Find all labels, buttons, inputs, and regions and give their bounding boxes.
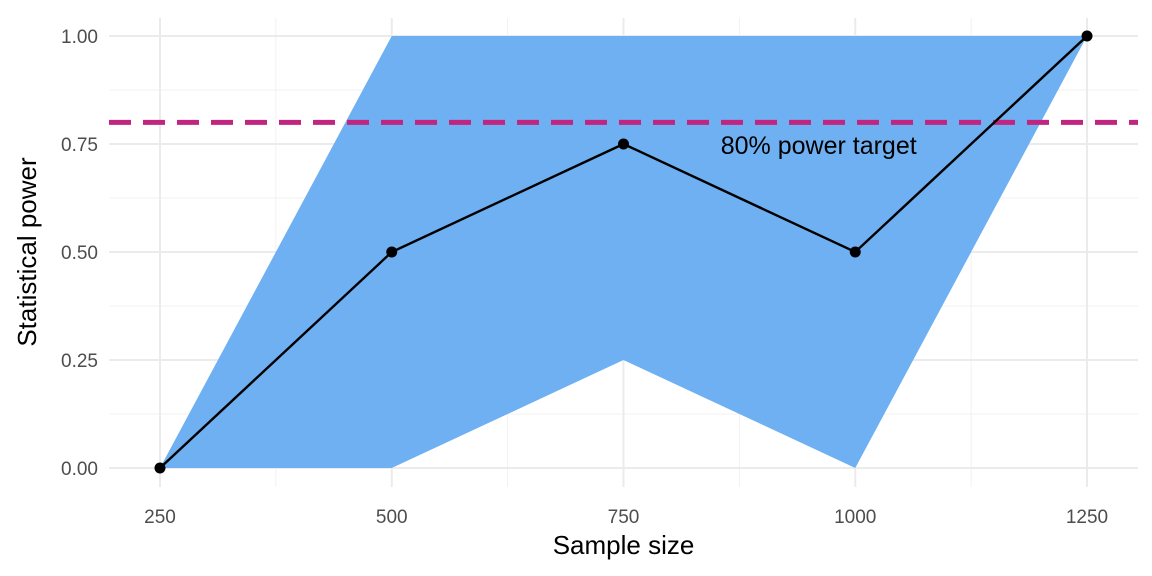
data-point <box>1082 31 1093 42</box>
y-tick-label: 0.25 <box>61 351 98 372</box>
annotation-label: 80% power target <box>721 132 917 160</box>
y-tick-label: 0.75 <box>61 135 98 156</box>
x-tick-label: 1000 <box>834 507 876 528</box>
y-axis-title: Statistical power <box>12 157 42 347</box>
x-tick-label: 750 <box>608 507 640 528</box>
x-tick-label: 1250 <box>1066 507 1108 528</box>
x-axis-title: Sample size <box>553 530 695 560</box>
y-tick-label: 1.00 <box>61 27 98 48</box>
y-tick-label: 0.00 <box>61 459 98 480</box>
data-point <box>386 247 397 258</box>
y-tick-label: 0.50 <box>61 243 98 264</box>
data-point <box>850 247 861 258</box>
data-point <box>618 139 629 150</box>
data-point <box>154 463 165 474</box>
x-tick-label: 250 <box>144 507 176 528</box>
x-tick-label: 500 <box>376 507 408 528</box>
annotations: 80% power target <box>721 132 917 160</box>
